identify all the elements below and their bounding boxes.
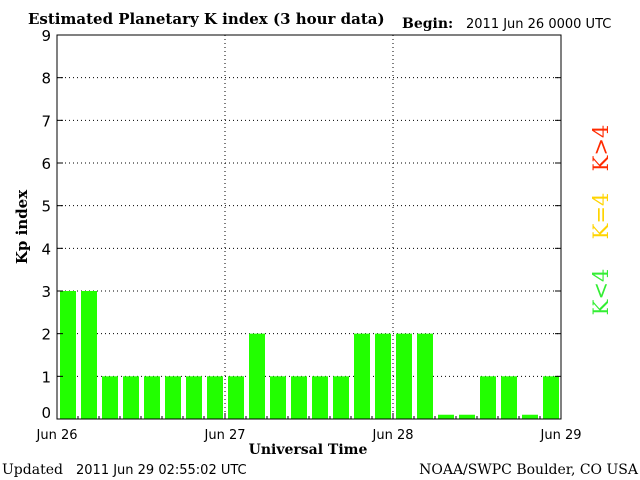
legend-k-greater-4: K>4 [589, 125, 613, 172]
x-axis-ticks: Jun 26 Jun 27 Jun 28 Jun 29 [36, 413, 582, 443]
x-tick-label: Jun 26 [36, 428, 78, 443]
kp-bar [186, 376, 202, 419]
y-tick-label: 6 [41, 155, 51, 173]
grid-lines [57, 35, 561, 419]
kp-bar [501, 376, 517, 419]
y-tick-label: 8 [41, 70, 51, 88]
y-axis-ticks: 0 1 2 3 4 5 6 7 8 9 [41, 27, 561, 422]
kp-bar [165, 376, 181, 419]
kp-bar [522, 414, 538, 419]
y-tick-label: 2 [41, 326, 51, 344]
kp-bar [291, 376, 307, 419]
kp-bar [375, 333, 391, 419]
x-tick-label: Jun 27 [204, 428, 246, 443]
y-tick-label: 1 [41, 368, 51, 386]
kp-bar [228, 376, 244, 419]
legend-k-equal-4: K=4 [589, 193, 613, 240]
kp-bar [543, 376, 559, 419]
kp-bar [144, 376, 160, 419]
begin-value: 2011 Jun 26 0000 UTC [466, 17, 611, 32]
x-tick-label: Jun 29 [540, 428, 582, 443]
y-tick-label: 4 [41, 240, 51, 258]
source-credit: NOAA/SWPC Boulder, CO USA [419, 462, 639, 478]
x-tick-label: Jun 28 [372, 428, 414, 443]
kp-bar [312, 376, 328, 419]
kp-bar [459, 414, 475, 419]
kp-bar [438, 414, 454, 419]
kp-bar [354, 333, 370, 419]
bars-group [60, 291, 559, 419]
kp-bar [270, 376, 286, 419]
kp-bar [417, 333, 433, 419]
kp-bar [249, 333, 265, 419]
y-axis-label: Kp index [13, 189, 31, 264]
kp-bar [81, 291, 97, 419]
x-axis-label: Universal Time [249, 442, 368, 458]
y-tick-label: 3 [41, 283, 51, 301]
y-tick-label: 5 [41, 198, 51, 216]
updated-label: Updated [2, 462, 63, 478]
y-tick-label: 9 [41, 27, 51, 45]
updated-value: 2011 Jun 29 02:55:02 UTC [76, 463, 247, 478]
chart-title: Estimated Planetary K index (3 hour data… [28, 10, 385, 28]
begin-label: Begin: [402, 16, 453, 32]
y-tick-label: 0 [41, 404, 51, 422]
kp-bar [102, 376, 118, 419]
kp-bar [207, 376, 223, 419]
kp-bar [396, 333, 412, 419]
kp-bar [123, 376, 139, 419]
kp-bar [60, 291, 76, 419]
kp-bar [480, 376, 496, 419]
kp-bar [333, 376, 349, 419]
legend-k-less-4: K<4 [589, 269, 613, 316]
y-tick-label: 7 [41, 112, 51, 130]
plot-frame [56, 34, 562, 420]
